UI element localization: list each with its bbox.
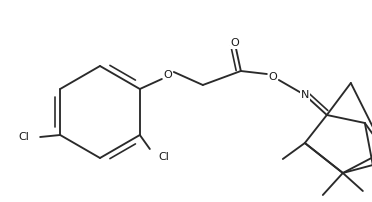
Text: O: O [231, 38, 239, 48]
Text: Cl: Cl [19, 132, 30, 142]
Text: Cl: Cl [158, 152, 169, 162]
Text: N: N [301, 90, 309, 100]
Text: O: O [163, 70, 172, 80]
Text: O: O [269, 72, 277, 82]
